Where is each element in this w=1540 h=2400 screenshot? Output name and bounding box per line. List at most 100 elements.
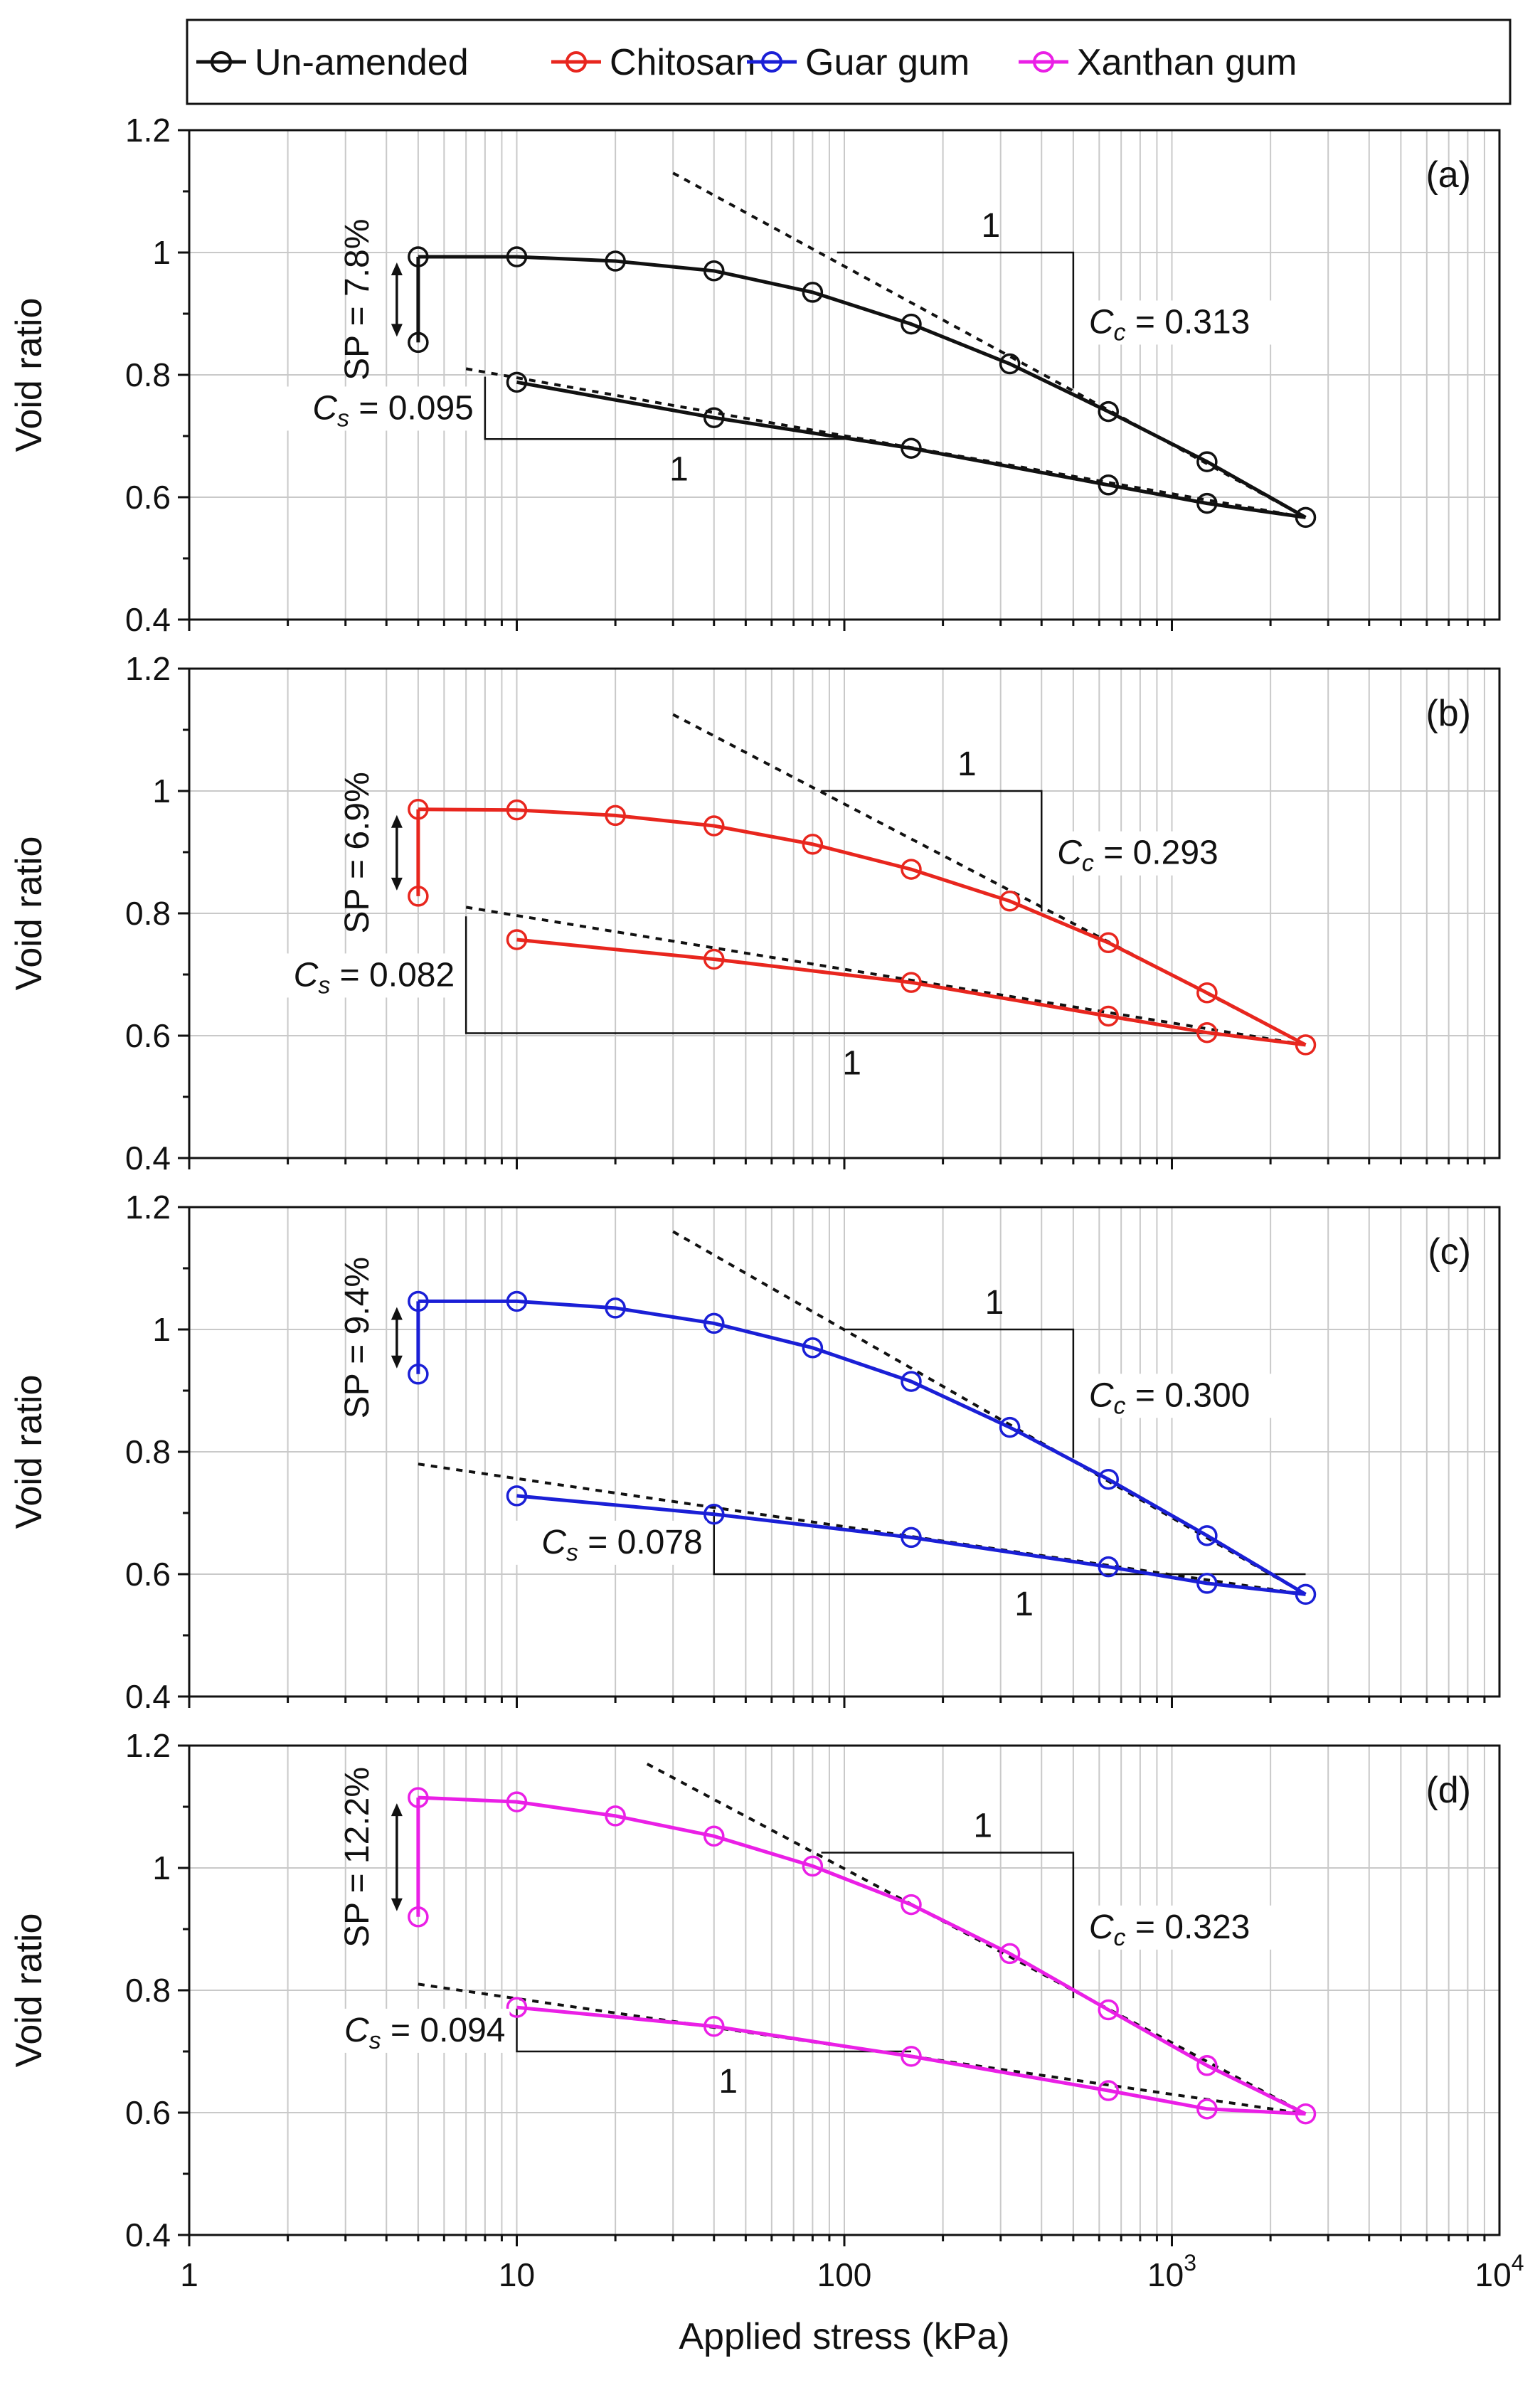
data-point bbox=[408, 331, 429, 354]
cc-tangent-line bbox=[672, 171, 1307, 519]
cs-slope-triangle bbox=[516, 2008, 911, 2053]
cs-subscript: s bbox=[369, 2027, 381, 2054]
panel-label: (b) bbox=[1425, 693, 1471, 734]
y-axis-title: Void ratio bbox=[9, 837, 50, 991]
cc-symbol: C bbox=[1089, 1908, 1114, 1946]
y-tick-label: 0.8 bbox=[125, 1433, 171, 1470]
data-point bbox=[999, 891, 1021, 912]
sp-arrow-head-up bbox=[391, 814, 403, 828]
cs-value: = 0.082 bbox=[330, 956, 455, 994]
x-tick-label: 103 bbox=[1147, 2250, 1196, 2293]
data-point bbox=[1196, 982, 1218, 1004]
loading-line bbox=[418, 1795, 1307, 2115]
sp-arrow-head-up bbox=[391, 262, 403, 276]
panel-label: (c) bbox=[1428, 1231, 1471, 1273]
y-tick-label: 0.6 bbox=[125, 1017, 171, 1054]
sp-label: SP = 9.4% bbox=[339, 1257, 376, 1418]
data-point bbox=[703, 2015, 725, 2037]
data-point bbox=[1295, 1034, 1317, 1056]
data-point bbox=[506, 799, 528, 821]
x-tick-label: 10 bbox=[499, 2256, 535, 2293]
x-tick-label: 1 bbox=[180, 2256, 198, 2293]
data-point bbox=[999, 1416, 1021, 1438]
cs-slope-triangle bbox=[484, 376, 844, 440]
data-point bbox=[605, 1297, 626, 1319]
cs-label-bg bbox=[262, 953, 460, 998]
cs-value: = 0.095 bbox=[349, 389, 474, 427]
cs-tangent-line bbox=[418, 1462, 1306, 1596]
sp-arrow-head-up bbox=[391, 1307, 403, 1320]
data-point bbox=[1295, 506, 1317, 529]
cc-label-bg bbox=[1083, 1905, 1297, 1950]
x-tick-base: 10 bbox=[499, 2256, 535, 2293]
cs-slope-one: 1 bbox=[669, 450, 689, 488]
cc-subscript: c bbox=[1082, 850, 1094, 877]
unloading-line bbox=[516, 2005, 1306, 2116]
data-point bbox=[1098, 474, 1119, 496]
legend-label: Chitosan bbox=[610, 42, 755, 83]
cs-label-bg bbox=[510, 1520, 707, 1565]
data-point bbox=[901, 2046, 922, 2067]
cs-slope-triangle bbox=[464, 916, 1209, 1034]
data-point bbox=[1098, 1556, 1119, 1578]
data-point bbox=[901, 972, 922, 993]
data-point bbox=[506, 371, 528, 393]
y-tick-label: 0.4 bbox=[125, 1140, 171, 1177]
data-point bbox=[408, 1290, 429, 1312]
cs-label: Cs = 0.094 bbox=[344, 2012, 506, 2054]
y-axis-title: Void ratio bbox=[9, 298, 50, 452]
data-point bbox=[1295, 1583, 1317, 1605]
cc-value: = 0.313 bbox=[1126, 303, 1250, 341]
cs-symbol: C bbox=[344, 2012, 369, 2049]
x-axis-title: Applied stress (kPa) bbox=[679, 2316, 1009, 2357]
loading-line bbox=[418, 807, 1307, 1047]
data-point bbox=[802, 834, 824, 855]
legend-box bbox=[186, 18, 1512, 105]
y-tick-label: 0.8 bbox=[125, 1972, 171, 2009]
cc-label-bg bbox=[1051, 831, 1265, 876]
data-point bbox=[901, 1371, 922, 1392]
cc-slope-triangle bbox=[837, 251, 1075, 388]
y-tick-label: 0.6 bbox=[125, 479, 171, 516]
data-point bbox=[605, 250, 626, 272]
data-point bbox=[999, 353, 1021, 375]
cc-slope-triangle bbox=[844, 1328, 1075, 1458]
y-tick-label: 1 bbox=[152, 1849, 171, 1886]
cs-label: Cs = 0.095 bbox=[312, 389, 474, 432]
data-point bbox=[506, 1997, 528, 2018]
cs-slope-triangle bbox=[713, 1509, 1306, 1576]
y-axis-title: Void ratio bbox=[9, 1375, 50, 1529]
unloading-line bbox=[516, 938, 1306, 1047]
cc-slope-one: 1 bbox=[985, 1284, 1004, 1322]
cc-label: Cc = 0.293 bbox=[1057, 834, 1218, 877]
cs-subscript: s bbox=[337, 405, 349, 432]
loading-line bbox=[418, 1299, 1307, 1596]
data-point bbox=[1098, 1005, 1119, 1027]
data-point bbox=[506, 1485, 528, 1507]
data-point bbox=[802, 1855, 824, 1877]
sp-label: SP = 6.9% bbox=[339, 772, 376, 933]
cs-tangent-line bbox=[465, 906, 1306, 1046]
data-point bbox=[703, 948, 725, 970]
cc-subscript: c bbox=[1114, 1392, 1126, 1419]
y-axis-title: Void ratio bbox=[9, 1913, 50, 2068]
data-point bbox=[1196, 1525, 1218, 1546]
x-tick-label: 100 bbox=[817, 2256, 872, 2293]
data-point bbox=[408, 886, 429, 907]
cc-symbol: C bbox=[1089, 1376, 1114, 1414]
legend-label: Xanthan gum bbox=[1077, 42, 1297, 83]
sp-arrow-head-down bbox=[391, 1355, 403, 1369]
panel-d: 0.4 0.6 0.8 1 1.2 Void ratio SP = 12.2% Cc = 0.… bbox=[9, 1727, 1501, 2253]
data-point bbox=[408, 1364, 429, 1385]
unloading-line bbox=[516, 1494, 1306, 1596]
data-point bbox=[408, 1906, 429, 1928]
cc-subscript: c bbox=[1114, 319, 1126, 346]
legend-marker bbox=[761, 51, 782, 73]
panel-label: (a) bbox=[1425, 154, 1471, 196]
data-point bbox=[408, 246, 429, 267]
data-point bbox=[408, 1787, 429, 1808]
data-point bbox=[901, 1894, 922, 1916]
x-tick-base: 10 bbox=[1147, 2256, 1184, 2293]
cc-slope-triangle bbox=[821, 1852, 1075, 1999]
